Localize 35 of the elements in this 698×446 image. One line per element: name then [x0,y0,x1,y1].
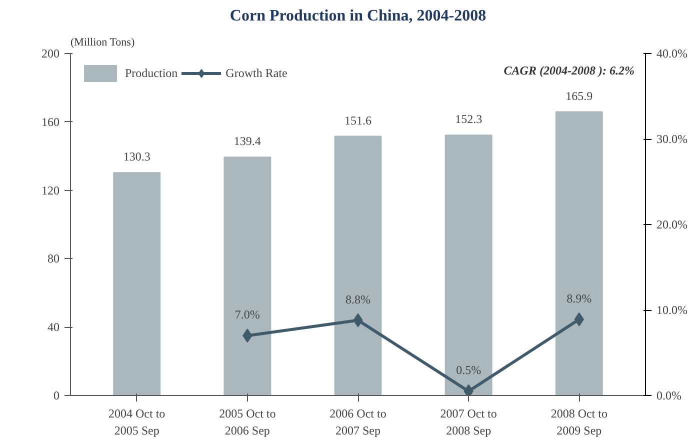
x-tick-label: 2006 Oct to 2007 Sep [330,406,386,438]
y2-tick-label: 20.0% [656,218,688,232]
bar [113,172,161,396]
y2-tick-label: 30.0% [656,132,688,146]
chart-title: Corn Production in China, 2004-2008 [230,8,486,24]
y-tick-label: 80 [48,252,60,266]
y2-tick-label: 0.0% [656,388,682,402]
bar [444,134,492,396]
data-label: 130.3 [123,150,150,164]
data-label: 8.8% [346,292,370,306]
data-label: 7.0% [234,308,260,322]
x-tick-label: 2004 Oct to 2005 Sep [108,406,166,438]
data-label: 151.6 [344,113,372,128]
bar [224,156,272,396]
x-tick-label: 2007 Oct to 2008 Sep [440,406,497,438]
data-label: 165.9 [566,88,593,103]
y-axis-title: (Million Tons) [70,36,135,48]
y-tick-label: 0 [54,388,60,402]
y-tick-label: 120 [42,183,60,198]
bar [334,136,382,396]
x-tick-label: 2005 Oct to 2006 Sep [219,406,276,438]
data-label: 152.3 [455,112,482,126]
data-label: 0.5% [456,363,482,378]
x-tick-label: 2008 Oct to 2009 Sep [550,406,608,438]
annotation: CAGR (2004-2008 ): 6.2% [504,64,634,78]
y-tick-label: 200 [42,46,60,60]
legend-label: Growth Rate [226,66,288,80]
legend-label: Production [125,66,178,80]
y2-tick-label: 40.0% [656,46,688,60]
y-tick-label: 160 [42,114,60,129]
bar [555,111,603,396]
y-tick-label: 40 [48,320,60,334]
data-label: 8.9% [566,291,592,306]
data-label: 139.4 [234,134,261,148]
y2-tick-label: 10.0% [656,303,688,317]
